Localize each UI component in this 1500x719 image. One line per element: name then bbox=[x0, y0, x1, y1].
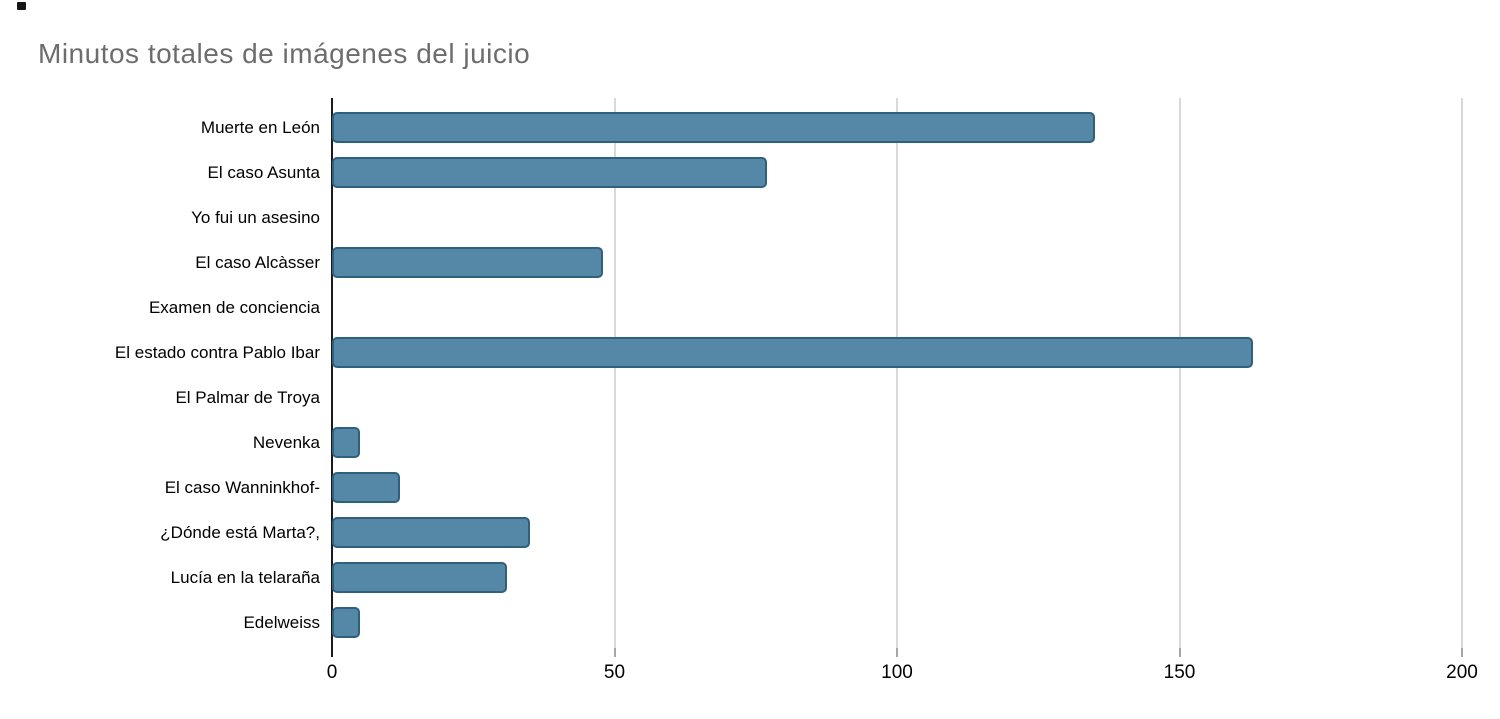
bar bbox=[332, 337, 1253, 368]
category-label: El caso Alcàsser bbox=[195, 252, 320, 272]
chart-row: Muerte en León bbox=[0, 105, 1462, 150]
gridline bbox=[896, 98, 898, 648]
chart-row: Edelweiss bbox=[0, 600, 1462, 645]
gridline bbox=[1461, 98, 1463, 648]
bar-area bbox=[332, 375, 1462, 420]
bar bbox=[332, 247, 604, 278]
bar-area bbox=[332, 150, 1462, 195]
bar-area bbox=[332, 330, 1462, 375]
gridline bbox=[1178, 98, 1181, 648]
bar bbox=[332, 157, 768, 188]
bar-area bbox=[332, 195, 1462, 240]
chart-row: El Palmar de Troya bbox=[0, 375, 1462, 420]
bar-area bbox=[332, 420, 1462, 465]
x-axis-tick-label: 100 bbox=[881, 662, 913, 683]
bar-area bbox=[332, 465, 1462, 510]
bar-area bbox=[332, 105, 1462, 150]
category-label: El Palmar de Troya bbox=[175, 387, 320, 407]
axis-tick bbox=[896, 648, 898, 657]
category-label: Examen de conciencia bbox=[148, 297, 320, 317]
category-label: Yo fui un asesino bbox=[191, 207, 320, 227]
bar-area bbox=[332, 600, 1462, 645]
bar bbox=[332, 112, 1095, 143]
category-label: El caso Wanninkhof- bbox=[164, 477, 320, 497]
category-label: Muerte en León bbox=[200, 117, 320, 137]
corner-artifact-mark bbox=[17, 2, 26, 10]
bar bbox=[332, 517, 530, 548]
axis-tick bbox=[613, 648, 616, 657]
category-label: El caso Asunta bbox=[207, 162, 320, 182]
bar bbox=[332, 427, 361, 458]
axis-tick bbox=[331, 648, 333, 657]
gridline bbox=[613, 98, 616, 648]
category-label: Lucía en la telaraña bbox=[170, 567, 320, 587]
chart-row: El estado contra Pablo Ibar bbox=[0, 330, 1462, 375]
bar-area bbox=[332, 240, 1462, 285]
chart-title: Minutos totales de imágenes del juicio bbox=[38, 38, 531, 69]
plot-area: 0 50 100 150 200 bbox=[327, 98, 1478, 683]
chart-row: Nevenka bbox=[0, 420, 1462, 465]
axis-tick bbox=[1461, 648, 1463, 657]
category-label: ¿Dónde está Marta?, bbox=[160, 522, 320, 542]
axis-tick bbox=[1178, 648, 1181, 657]
bar bbox=[332, 472, 400, 503]
chart-row: El caso Asunta bbox=[0, 150, 1462, 195]
bar bbox=[332, 562, 508, 593]
chart-row: ¿Dónde está Marta?, bbox=[0, 510, 1462, 555]
bar-area bbox=[332, 555, 1462, 600]
bar bbox=[332, 607, 361, 638]
x-axis-tick-label: 0 bbox=[326, 662, 338, 683]
bar-area bbox=[332, 510, 1462, 555]
x-axis-tick-label: 150 bbox=[1163, 662, 1196, 683]
chart-row: El caso Wanninkhof- bbox=[0, 465, 1462, 510]
chart-row: El caso Alcàsser bbox=[0, 240, 1462, 285]
x-axis-tick-label: 50 bbox=[603, 662, 626, 683]
chart-row: Examen de conciencia bbox=[0, 285, 1462, 330]
chart-row: Lucía en la telaraña bbox=[0, 555, 1462, 600]
y-axis-line bbox=[331, 98, 333, 648]
chart-row: Yo fui un asesino bbox=[0, 195, 1462, 240]
bar-area bbox=[332, 285, 1462, 330]
category-label: El estado contra Pablo Ibar bbox=[114, 342, 320, 362]
chart-rows: Muerte en León El caso Asunta Yo fui un as… bbox=[0, 105, 1462, 645]
category-label: Edelweiss bbox=[243, 612, 320, 632]
category-label: Nevenka bbox=[252, 432, 320, 452]
x-axis-tick-label: 200 bbox=[1446, 662, 1478, 683]
